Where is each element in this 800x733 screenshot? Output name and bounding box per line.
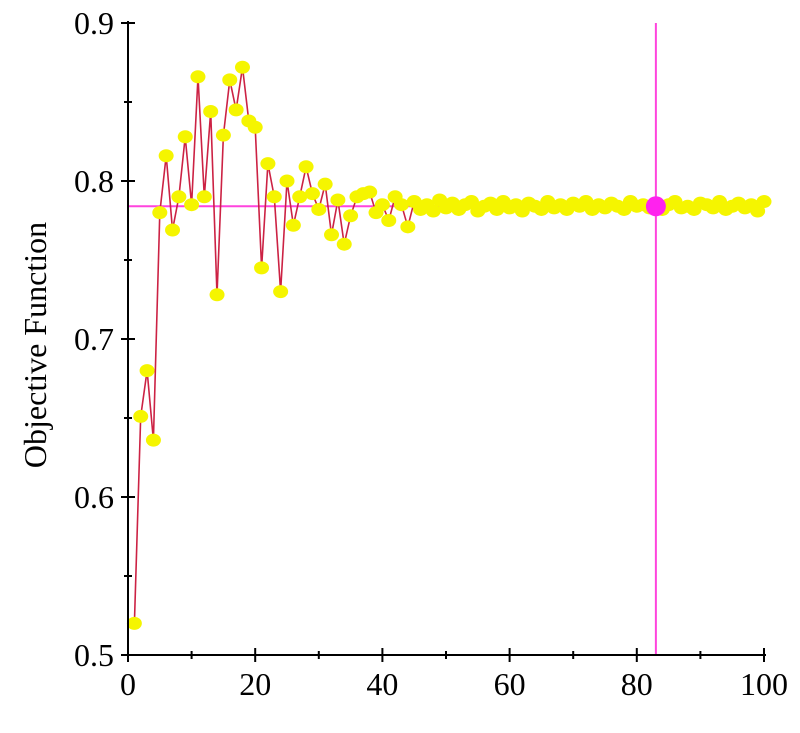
data-point bbox=[336, 237, 352, 251]
data-point bbox=[374, 198, 390, 212]
y-tick-label: 0.8 bbox=[74, 163, 114, 199]
data-point bbox=[152, 206, 168, 220]
data-point bbox=[196, 190, 212, 204]
data-point bbox=[285, 218, 301, 232]
y-axis-title: Objective Function bbox=[17, 222, 53, 468]
data-points-layer bbox=[126, 60, 772, 630]
data-point bbox=[247, 120, 263, 134]
y-tick-label: 0.9 bbox=[74, 5, 114, 41]
data-point bbox=[298, 160, 314, 174]
data-point bbox=[381, 214, 397, 227]
data-point bbox=[292, 190, 308, 204]
tick-labels: 0.5 0.6 0.7 0.8 0.9 0 20 40 60 80 100 bbox=[74, 5, 788, 702]
x-tick-label: 60 bbox=[494, 666, 526, 702]
selected-point-marker bbox=[645, 196, 666, 217]
x-tick-label: 80 bbox=[621, 666, 653, 702]
data-point bbox=[126, 616, 142, 630]
y-tick-label: 0.7 bbox=[74, 321, 114, 357]
data-point bbox=[311, 202, 327, 216]
x-tick-label: 0 bbox=[120, 666, 136, 702]
data-point bbox=[254, 261, 270, 275]
data-point bbox=[165, 223, 181, 237]
data-point bbox=[260, 157, 276, 171]
x-tick-label: 20 bbox=[239, 666, 271, 702]
data-point bbox=[317, 177, 333, 191]
data-point bbox=[209, 288, 225, 302]
data-point bbox=[324, 228, 340, 242]
data-point bbox=[145, 433, 161, 447]
series-line-layer bbox=[133, 67, 765, 624]
y-tick-label: 0.5 bbox=[74, 637, 114, 673]
data-point bbox=[158, 149, 174, 163]
data-point bbox=[362, 185, 378, 199]
data-point bbox=[266, 190, 282, 204]
series-line bbox=[133, 67, 765, 624]
x-tick-label: 40 bbox=[366, 666, 398, 702]
data-point bbox=[139, 364, 155, 378]
data-point bbox=[228, 103, 244, 117]
data-point bbox=[234, 60, 250, 74]
x-tick-label: 100 bbox=[740, 666, 788, 702]
data-point bbox=[171, 190, 187, 204]
data-point bbox=[756, 195, 772, 209]
reference-lines bbox=[128, 23, 764, 655]
data-point bbox=[177, 130, 193, 144]
y-tick-label: 0.6 bbox=[74, 479, 114, 515]
data-point bbox=[184, 198, 200, 212]
data-point bbox=[463, 195, 479, 209]
data-point bbox=[133, 409, 149, 423]
data-point bbox=[400, 220, 416, 234]
data-point bbox=[222, 73, 238, 87]
data-point bbox=[750, 204, 766, 218]
axes bbox=[121, 21, 766, 662]
data-point bbox=[190, 70, 206, 84]
data-point bbox=[215, 128, 231, 142]
data-point bbox=[425, 204, 441, 218]
data-point bbox=[330, 193, 346, 207]
data-point bbox=[304, 187, 320, 201]
data-point bbox=[343, 209, 359, 223]
data-point bbox=[273, 285, 289, 299]
data-point bbox=[393, 198, 409, 212]
data-point bbox=[279, 174, 295, 188]
data-point bbox=[203, 104, 219, 118]
